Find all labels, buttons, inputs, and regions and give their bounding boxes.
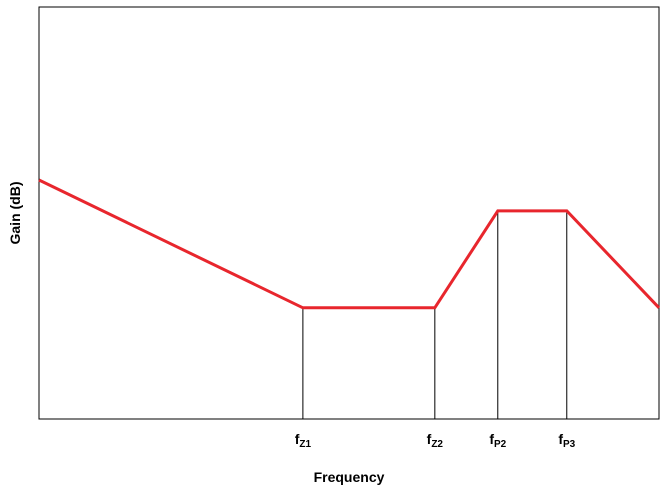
plot-area-frame bbox=[38, 6, 660, 420]
x-tick-label-z1: fZ1 bbox=[295, 431, 312, 450]
y-axis-label: Gain (dB) bbox=[7, 182, 23, 245]
x-tick-label-p3: fP3 bbox=[558, 431, 575, 450]
x-tick-labels: fZ1 fZ2 fP2 fP3 bbox=[295, 431, 576, 450]
x-tick-label-p2: fP2 bbox=[489, 431, 506, 450]
x-tick-label-z2: fZ2 bbox=[427, 431, 444, 450]
vertical-marker-lines bbox=[302, 210, 568, 419]
gain-series-line bbox=[38, 178, 661, 310]
x-axis-label: Frequency bbox=[314, 469, 385, 485]
